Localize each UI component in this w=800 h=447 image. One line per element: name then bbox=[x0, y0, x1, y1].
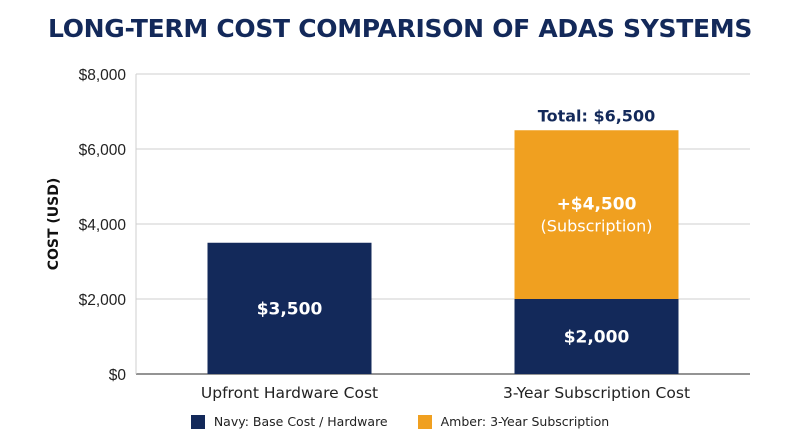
bar-data-label: $3,500 bbox=[257, 299, 323, 319]
y-tick-label: $2,000 bbox=[79, 292, 127, 309]
chart-legend: Navy: Base Cost / Hardware Amber: 3-Year … bbox=[0, 414, 800, 429]
bar-data-label: (Subscription) bbox=[541, 217, 653, 236]
legend-swatch bbox=[417, 414, 432, 429]
x-tick-label: 3-Year Subscription Cost bbox=[503, 384, 690, 402]
bar-data-label: +$4,500 bbox=[557, 195, 637, 215]
y-tick-label: $0 bbox=[109, 367, 127, 384]
bar-segment bbox=[207, 242, 372, 374]
legend-label: Navy: Base Cost / Hardware bbox=[213, 414, 388, 429]
legend-label: Amber: 3-Year Subscription bbox=[440, 414, 610, 429]
legend-item: Amber: 3-Year Subscription bbox=[417, 414, 610, 429]
chart-title: LONG-TERM COST COMPARISON OF ADAS SYSTEM… bbox=[47, 14, 753, 43]
bar-data-label: $2,000 bbox=[564, 328, 630, 348]
y-tick-label: $6,000 bbox=[79, 142, 127, 159]
y-tick-label: $8,000 bbox=[79, 67, 127, 84]
chart-plot: $0 $2,000 $4,000 $6,000 $8,000 COST (USD) $3,5… bbox=[46, 67, 750, 402]
y-axis-label: COST (USD) bbox=[46, 178, 62, 271]
legend-swatch bbox=[190, 414, 205, 429]
total-annotation: Total: $6,500 bbox=[538, 106, 655, 125]
x-tick-label: Upfront Hardware Cost bbox=[201, 384, 378, 402]
y-tick-label: $4,000 bbox=[79, 217, 127, 234]
legend-item: Navy: Base Cost / Hardware bbox=[190, 414, 388, 429]
bar-segment bbox=[514, 130, 679, 299]
bar-segment bbox=[514, 299, 679, 374]
